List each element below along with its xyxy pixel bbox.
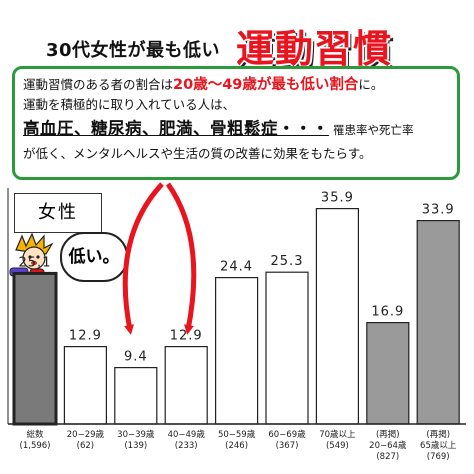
tick-label-8-2: (769)	[427, 452, 450, 462]
tick-label-7-2: (827)	[376, 452, 399, 462]
gender-label: 女性	[14, 193, 102, 233]
tick-label-4-1: (246)	[225, 441, 248, 451]
bar-2	[114, 367, 158, 425]
data-label-8: 33.9	[422, 203, 455, 218]
bar-3	[164, 346, 208, 425]
bar-0	[12, 271, 58, 426]
arrow-right-icon	[165, 182, 197, 335]
info-line-4: が低く、メンタルヘルスや生活の質の改善に効果をもたらす。	[23, 146, 372, 161]
headline-subtitle: 30代女性が最も低い	[46, 40, 221, 61]
tick-label-7-1: 20−64歳	[369, 440, 407, 451]
data-label-2: 9.4	[124, 350, 148, 365]
bar-7	[366, 322, 410, 425]
headline-title: 運動習慣	[236, 27, 393, 71]
tick-label-0-0: 総数	[26, 429, 44, 440]
info-line-1: 運動習慣のある者の割合は20歳～49歳が最も低い割合に。	[23, 75, 449, 95]
tick-label-6-1: (549)	[326, 441, 349, 451]
data-label-4: 24.4	[220, 260, 253, 275]
disease-list: 高血圧、糖尿病、肥満、骨粗鬆症・・・	[23, 119, 329, 138]
tick-label-5-0: 60−69歳	[268, 429, 306, 440]
tick-label-3-1: (233)	[175, 441, 198, 451]
info-highlight: 20歳～49歳が最も低い割合	[173, 77, 359, 93]
headline: 30代女性が最も低い 運動習慣	[0, 8, 474, 71]
data-label-5: 25.3	[271, 254, 304, 269]
info-line-3-b: 罹患率や死亡率	[332, 123, 414, 137]
info-line-1-a: 運動習慣のある者の割合は	[23, 77, 174, 92]
bar-1	[63, 346, 108, 425]
arrow-left-icon	[122, 182, 164, 335]
data-label-0: 25.1	[19, 255, 52, 270]
tick-label-6-0: 70歳以上	[319, 429, 356, 440]
tick-label-2-1: (139)	[124, 441, 147, 451]
data-label-1: 12.9	[69, 329, 102, 344]
tick-label-8-1: 65歳以上	[420, 440, 457, 451]
data-label-3: 12.9	[170, 329, 203, 344]
data-label-7: 16.9	[371, 305, 404, 320]
info-line-2: 運動を積極的に取り入れている人は、	[23, 97, 236, 112]
info-box: 運動習慣のある者の割合は20歳～49歳が最も低い割合に。 運動を積極的に取り入れ…	[12, 66, 460, 180]
info-line-1-c: に。	[358, 77, 384, 92]
data-label-6: 35.9	[321, 191, 354, 206]
speech-bubble: 低い。	[60, 232, 128, 282]
tick-label-8-0: (再掲)	[426, 429, 450, 440]
bar-8	[416, 220, 460, 425]
tick-label-4-0: 50−59歳	[218, 429, 256, 440]
tick-label-7-0: (再掲)	[376, 429, 400, 440]
tick-label-0-1: (1,596)	[20, 441, 51, 451]
tick-label-3-0: 40−49歳	[168, 429, 206, 440]
bar-4	[215, 277, 259, 425]
tick-label-2-0: 30−39歳	[117, 429, 155, 440]
tick-label-1-0: 20−29歳	[67, 429, 105, 440]
bar-6	[315, 208, 359, 425]
tick-label-5-1: (367)	[276, 441, 299, 451]
bar-5	[265, 271, 309, 425]
tick-label-1-1: (62)	[77, 441, 94, 451]
info-line-3: 高血圧、糖尿病、肥満、骨粗鬆症・・・ 罹患率や死亡率	[23, 115, 449, 144]
